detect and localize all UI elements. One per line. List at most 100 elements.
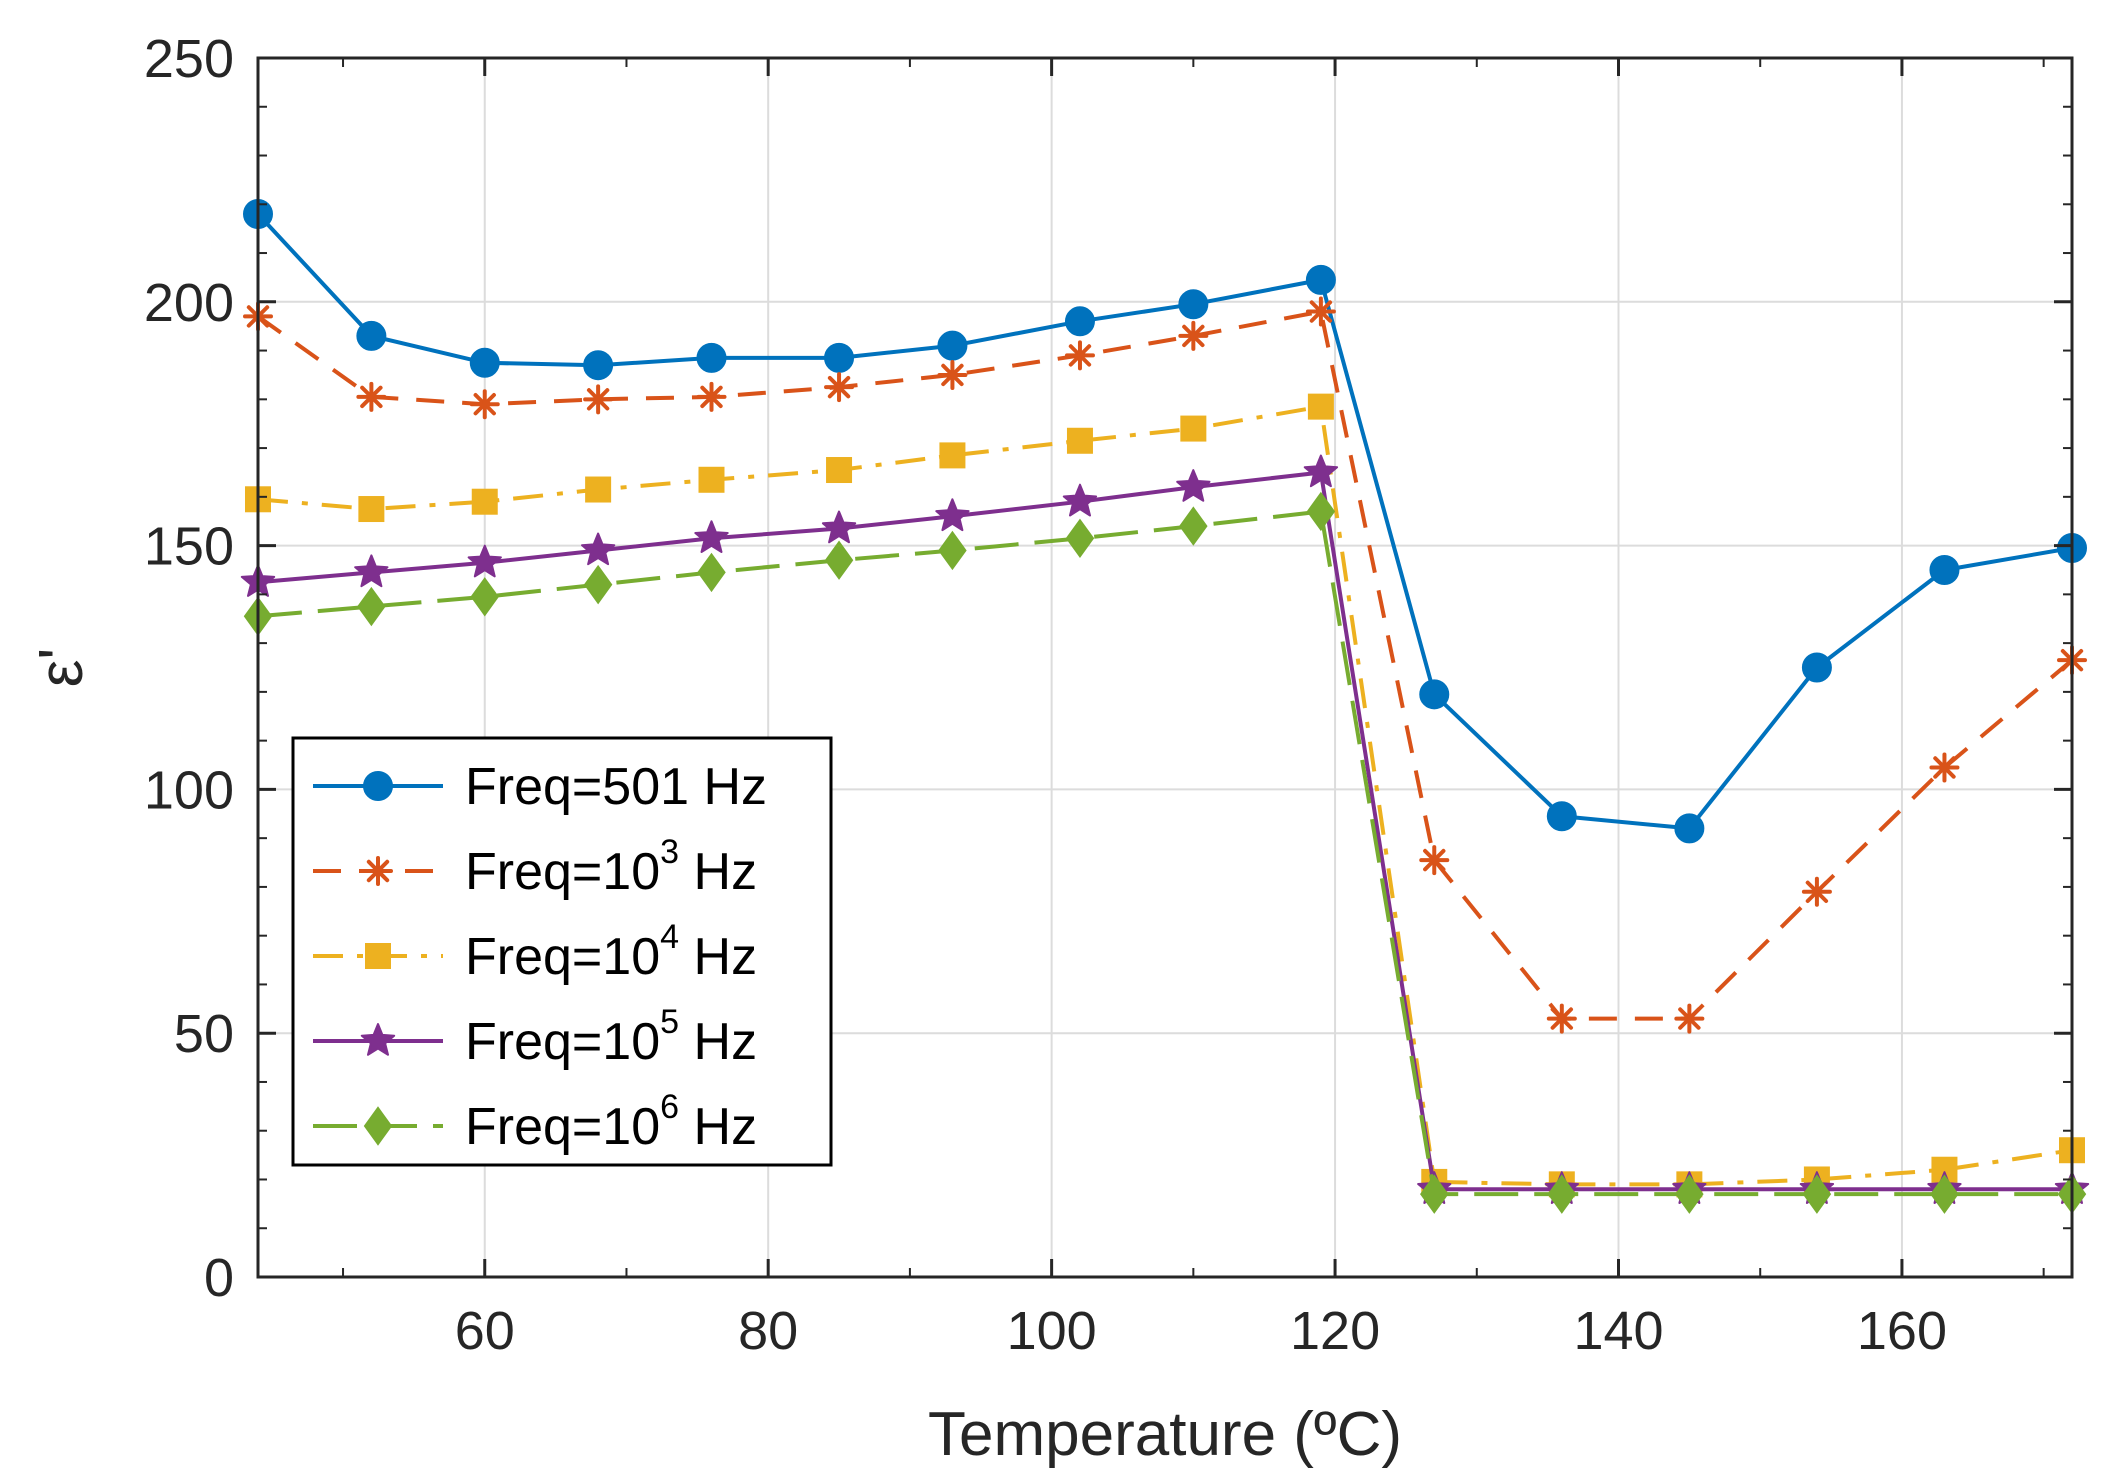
y-tick-label: 0 bbox=[204, 1248, 234, 1308]
data-point bbox=[939, 442, 966, 469]
legend-item: Freq=103 Hz bbox=[313, 833, 757, 901]
legend-marker bbox=[363, 771, 393, 801]
data-point bbox=[467, 544, 502, 578]
data-point bbox=[1674, 1003, 1705, 1034]
legend-label: Freq=103 Hz bbox=[465, 833, 757, 901]
data-point bbox=[1802, 1174, 1832, 1214]
series-line bbox=[257, 509, 2072, 1197]
series-line bbox=[257, 470, 2072, 1192]
data-point bbox=[824, 372, 855, 403]
data-point bbox=[1064, 306, 1095, 337]
data-point bbox=[938, 530, 967, 571]
data-point bbox=[581, 532, 616, 566]
data-point bbox=[1929, 554, 1960, 585]
data-point bbox=[583, 350, 614, 381]
asterisk-stroke bbox=[1182, 324, 1205, 348]
axis-ticks: 60 80 100 120 140 160 0 50 100 150 200 250 bbox=[144, 29, 2072, 1361]
series-5 bbox=[243, 491, 2087, 1214]
data-point bbox=[1307, 393, 1334, 420]
x-tick-label: 140 bbox=[1573, 1301, 1663, 1361]
data-point bbox=[937, 359, 968, 390]
data-point bbox=[1419, 845, 1450, 876]
legend-item: Freq=105 Hz bbox=[313, 1003, 757, 1071]
legend-marker bbox=[365, 943, 391, 969]
data-point bbox=[826, 457, 853, 484]
data-point bbox=[824, 540, 854, 580]
data-point bbox=[1180, 415, 1207, 442]
asterisk-stroke bbox=[1805, 880, 1829, 903]
data-point bbox=[1303, 454, 1339, 488]
data-point bbox=[356, 320, 387, 351]
data-point bbox=[1306, 491, 1336, 532]
data-point bbox=[696, 381, 727, 412]
data-point bbox=[470, 577, 499, 617]
data-point bbox=[1305, 264, 1336, 295]
data-point bbox=[1066, 427, 1093, 454]
asterisk-stroke bbox=[1068, 344, 1092, 367]
asterisk-stroke bbox=[366, 859, 390, 883]
asterisk-stroke bbox=[700, 385, 723, 409]
y-tick-label: 250 bbox=[144, 29, 234, 89]
data-point bbox=[696, 342, 727, 373]
asterisk-stroke bbox=[1423, 848, 1446, 872]
asterisk-stroke bbox=[586, 388, 610, 411]
legend-label-base: Freq=10 bbox=[465, 843, 660, 901]
data-point bbox=[1546, 801, 1577, 832]
asterisk-stroke bbox=[1309, 300, 1333, 323]
legend-label: Freq=501 Hz bbox=[465, 758, 767, 816]
data-point bbox=[358, 496, 385, 523]
series-2 bbox=[243, 296, 2087, 1034]
asterisk-stroke bbox=[473, 393, 496, 416]
legend-label-base: Freq=10 bbox=[465, 1098, 660, 1156]
data-point bbox=[1546, 1003, 1577, 1034]
legend-label: Freq=104 Hz bbox=[465, 918, 757, 986]
data-point bbox=[1176, 469, 1211, 502]
data-point bbox=[935, 498, 970, 532]
asterisk-stroke bbox=[360, 385, 383, 409]
legend-label: Freq=106 Hz bbox=[465, 1088, 757, 1156]
legend-item: Freq=106 Hz bbox=[313, 1088, 757, 1156]
x-tick-label: 160 bbox=[1857, 1301, 1947, 1361]
x-tick-label: 120 bbox=[1290, 1301, 1380, 1361]
data-point bbox=[1675, 1174, 1704, 1214]
data-point bbox=[469, 347, 500, 378]
data-point bbox=[585, 476, 612, 503]
data-point bbox=[824, 342, 855, 373]
data-point bbox=[694, 520, 729, 553]
asterisk-stroke bbox=[827, 375, 851, 399]
series-line bbox=[256, 309, 2074, 1021]
legend-label-exponent: 6 bbox=[660, 1088, 679, 1126]
legend-label-exponent: 3 bbox=[660, 833, 679, 871]
legend-label-suffix: Hz bbox=[679, 1013, 757, 1071]
data-point bbox=[1930, 1174, 1959, 1214]
data-point bbox=[937, 330, 968, 361]
legend-label-suffix: Hz bbox=[679, 843, 757, 901]
legend-marker bbox=[363, 856, 393, 886]
data-point bbox=[1801, 652, 1832, 683]
series-line bbox=[256, 212, 2073, 831]
data-point bbox=[469, 389, 500, 420]
data-point bbox=[1062, 483, 1098, 517]
legend-label-base: Freq=501 Hz bbox=[465, 758, 767, 816]
x-axis-label: Temperature (ºC) bbox=[928, 1400, 1402, 1469]
legend-marker bbox=[360, 1023, 396, 1056]
y-tick-label: 200 bbox=[144, 273, 234, 333]
legend-label: Freq=105 Hz bbox=[465, 1003, 757, 1071]
data-point bbox=[697, 552, 726, 593]
data-point bbox=[1178, 320, 1209, 351]
asterisk-stroke bbox=[941, 363, 964, 387]
data-point bbox=[1674, 813, 1705, 844]
data-point bbox=[1305, 296, 1336, 327]
legend-marker bbox=[363, 1106, 393, 1146]
data-point bbox=[583, 384, 614, 415]
data-point bbox=[1064, 340, 1095, 371]
y-axis-label: ε' bbox=[27, 648, 96, 687]
data-point bbox=[357, 586, 386, 627]
x-tick-label: 100 bbox=[1007, 1301, 1097, 1361]
legend-label-exponent: 5 bbox=[660, 1003, 679, 1041]
data-point bbox=[471, 488, 498, 515]
data-point bbox=[1801, 876, 1832, 907]
data-point bbox=[1065, 518, 1095, 558]
asterisk-stroke bbox=[1678, 1007, 1701, 1030]
series-line bbox=[257, 404, 2073, 1187]
